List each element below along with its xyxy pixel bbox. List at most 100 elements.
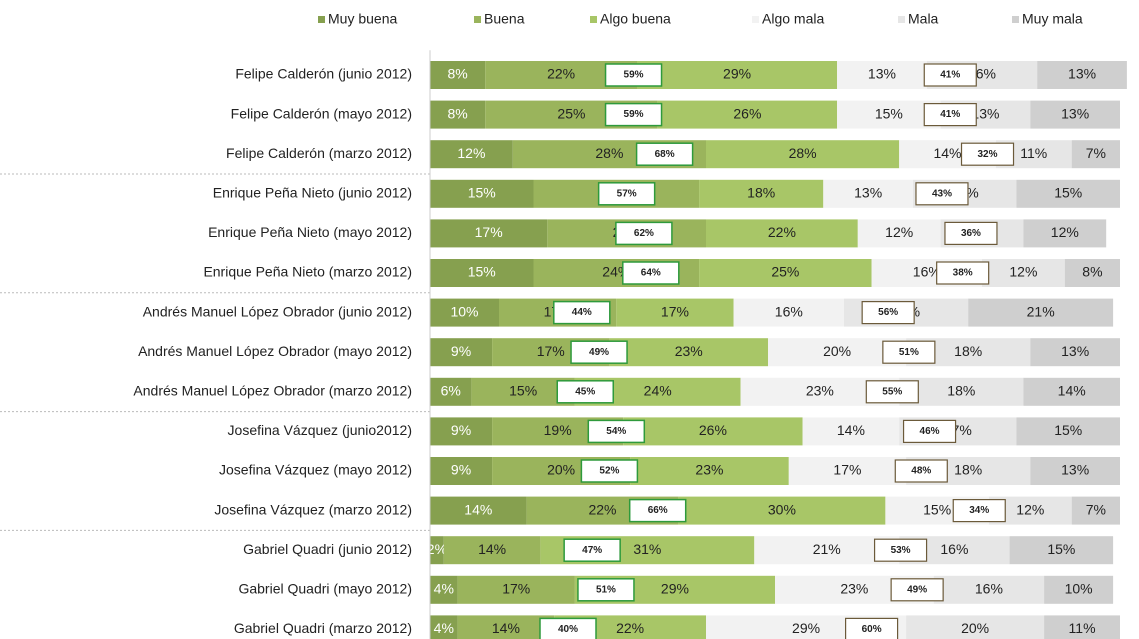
- bar-segment: [430, 615, 458, 639]
- total-label: 57%: [617, 188, 637, 199]
- bar-segment: [1064, 259, 1120, 287]
- segment-label: 13%: [1061, 343, 1089, 359]
- segment-label: 22%: [768, 224, 796, 240]
- legend-swatch: [752, 16, 759, 23]
- category-label: Andrés Manuel López Obrador (mayo 2012): [138, 343, 412, 359]
- segment-label: 15%: [468, 185, 496, 201]
- total-label: 49%: [589, 347, 609, 358]
- bar-segment: [430, 417, 493, 446]
- segment-label: 20%: [547, 462, 575, 478]
- segment-label: 16%: [940, 541, 968, 557]
- bar-segment: [1030, 457, 1120, 485]
- segment-label: 4%: [434, 581, 454, 597]
- total-label: 41%: [940, 70, 960, 81]
- legend-swatch: [318, 16, 325, 23]
- bar-segment: [968, 298, 1114, 327]
- segment-label: 12%: [1051, 224, 1079, 240]
- total-box: [915, 182, 969, 206]
- category-label: Andrés Manuel López Obrador (marzo 2012): [133, 383, 412, 399]
- legend-swatch: [898, 16, 905, 23]
- bar-segment: [1030, 338, 1120, 367]
- segment-label: 14%: [464, 501, 492, 517]
- segment-label: 31%: [633, 541, 661, 557]
- segment-label: 12%: [457, 145, 485, 161]
- bar-segment: [982, 259, 1065, 287]
- category-label: Gabriel Quadri (marzo 2012): [234, 620, 412, 636]
- negative-total: 55%: [865, 380, 919, 404]
- segment-label: 22%: [547, 66, 575, 82]
- segment-label: 4%: [434, 620, 454, 636]
- bar-segment: [430, 298, 499, 327]
- bar-segment: [1044, 615, 1120, 639]
- segment-label: 12%: [1016, 501, 1044, 517]
- segment-label: 26%: [733, 105, 761, 121]
- bar-segment: [788, 457, 907, 485]
- category-label: Enrique Peña Nieto (marzo 2012): [203, 264, 412, 280]
- negative-total: 38%: [936, 261, 990, 285]
- bar-segment: [430, 140, 513, 169]
- bar-segment: [430, 100, 486, 129]
- category-label: Andrés Manuel López Obrador (junio 2012): [143, 303, 412, 319]
- total-label: 36%: [961, 228, 981, 239]
- bar-segment: [857, 219, 941, 248]
- positive-total: 66%: [628, 498, 687, 523]
- total-box: [960, 142, 1015, 166]
- bar-segment: [733, 298, 844, 327]
- total-box: [902, 419, 957, 443]
- bar-segment: [609, 338, 769, 367]
- negative-total: 32%: [960, 142, 1015, 166]
- legend-swatch: [1012, 16, 1019, 23]
- segment-label: 17%: [537, 343, 565, 359]
- positive-total: 62%: [615, 221, 673, 246]
- bar-segment: [899, 377, 1024, 406]
- segment-label: 6%: [441, 383, 461, 399]
- negative-total: 41%: [923, 63, 977, 87]
- total-label: 40%: [558, 624, 578, 635]
- total-label: 51%: [596, 584, 616, 595]
- negative-total: 41%: [923, 102, 977, 127]
- bar-segment: [430, 338, 493, 367]
- segment-label: 15%: [1054, 185, 1082, 201]
- bar-segment: [1009, 536, 1114, 565]
- segment-label: 29%: [792, 620, 820, 636]
- bar-segment: [1071, 496, 1120, 525]
- total-label: 38%: [953, 268, 973, 279]
- total-box: [597, 182, 656, 206]
- bar-segment: [706, 140, 900, 169]
- total-label: 32%: [978, 149, 998, 160]
- bar-segment: [823, 179, 913, 208]
- segment-label: 7%: [1086, 501, 1106, 517]
- bar-segment: [1030, 100, 1120, 129]
- total-label: 54%: [606, 426, 626, 437]
- segment-label: 8%: [1082, 264, 1102, 280]
- category-label: Enrique Peña Nieto (junio 2012): [213, 185, 412, 201]
- segment-label: 7%: [1086, 145, 1106, 161]
- category-label: Enrique Peña Nieto (mayo 2012): [208, 224, 412, 240]
- segment-label: 8%: [447, 105, 467, 121]
- category-label: Josefina Vázquez (mayo 2012): [219, 462, 412, 478]
- segment-label: 10%: [450, 303, 478, 319]
- segment-label: 20%: [961, 620, 989, 636]
- segment-label: 18%: [954, 462, 982, 478]
- segment-label: 2%: [427, 541, 447, 557]
- segment-label: 18%: [747, 185, 775, 201]
- segment-label: 9%: [451, 343, 471, 359]
- segment-label: 10%: [1065, 581, 1093, 597]
- segment-label: 15%: [509, 383, 537, 399]
- segment-label: 28%: [789, 145, 817, 161]
- total-box: [622, 261, 680, 285]
- positive-total: 57%: [597, 182, 656, 206]
- bar-segment: [616, 298, 734, 327]
- total-box: [844, 617, 899, 639]
- total-label: 49%: [907, 584, 927, 595]
- total-box: [580, 459, 639, 483]
- legend-label: Muy mala: [1022, 11, 1083, 27]
- bar-segment: [430, 219, 548, 248]
- segment-label: 11%: [1020, 145, 1047, 161]
- segment-label: 25%: [771, 264, 799, 280]
- total-box: [882, 340, 936, 364]
- bar-segment: [1016, 179, 1120, 208]
- segment-label: 12%: [1009, 264, 1037, 280]
- segment-label: 16%: [913, 264, 941, 280]
- positive-total: 68%: [635, 142, 694, 166]
